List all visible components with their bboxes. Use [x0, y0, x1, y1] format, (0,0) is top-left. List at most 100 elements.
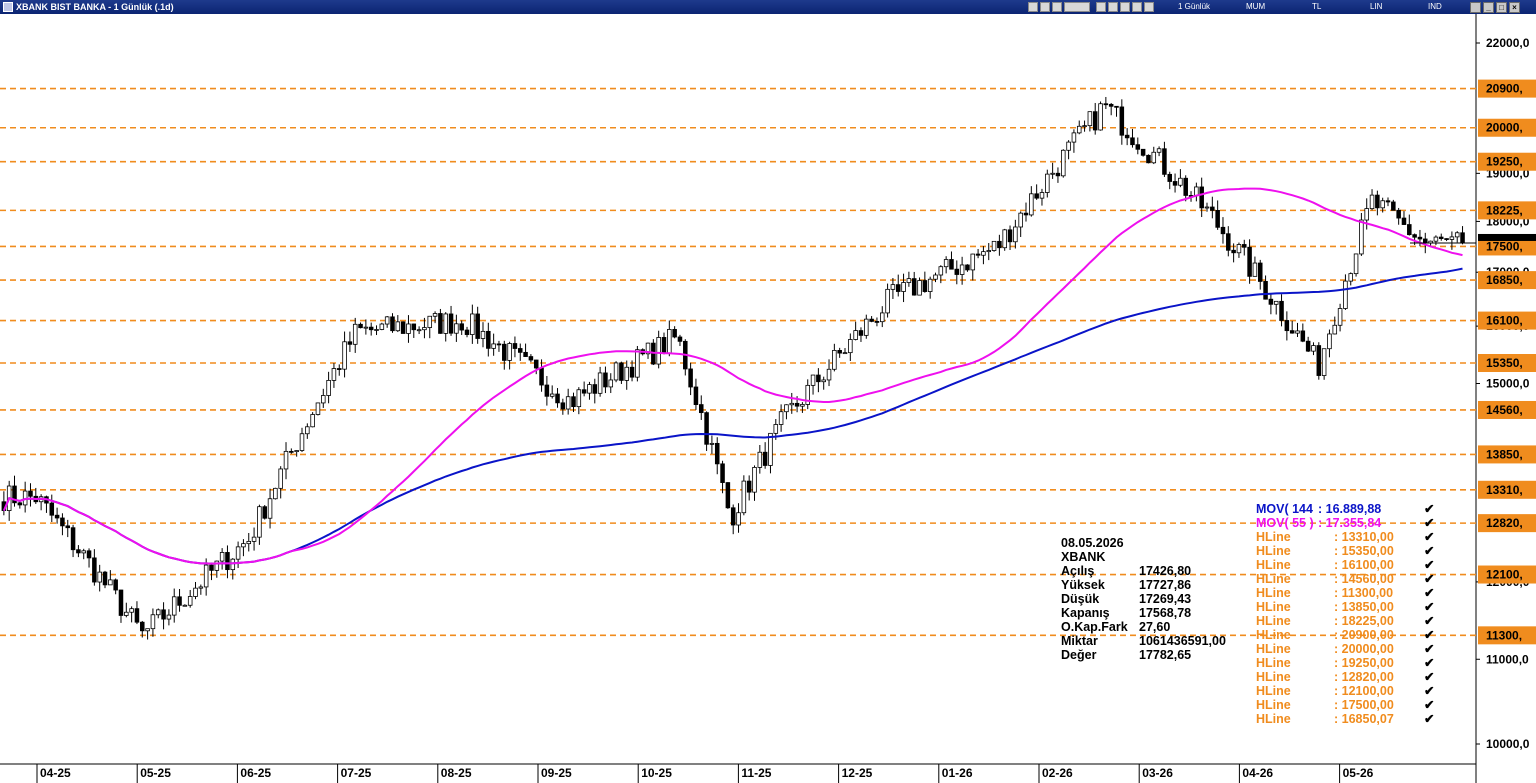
x-tick-label: 02-26 [1042, 766, 1073, 780]
candle-body [278, 468, 283, 489]
pin-icon[interactable] [1470, 2, 1481, 13]
candle-body [294, 450, 299, 453]
settings-icon[interactable] [1144, 2, 1154, 12]
candle-body [1401, 217, 1407, 225]
checkmark-icon[interactable]: ✔ [1424, 586, 1435, 600]
candle-body [102, 571, 108, 586]
candle-body [1061, 149, 1066, 177]
checkmark-icon[interactable]: ✔ [1424, 544, 1435, 558]
candle-body [454, 323, 459, 334]
candle-body [576, 389, 582, 408]
candle-body [1316, 345, 1322, 376]
candle-body [539, 367, 544, 386]
minimize-button[interactable]: _ [1483, 2, 1494, 13]
checkmark-icon[interactable]: ✔ [1424, 670, 1435, 684]
candle-body [704, 412, 709, 445]
legend-value: : 14560,00 [1334, 572, 1394, 586]
hline-label: 15350, [1486, 356, 1523, 370]
candle-body [1327, 333, 1332, 350]
template-icon[interactable] [1096, 2, 1106, 12]
candle-body [549, 393, 555, 397]
candle-body [768, 432, 773, 466]
compare-icon[interactable] [1108, 2, 1118, 12]
checkmark-icon[interactable]: ✔ [1424, 698, 1435, 712]
price-chart[interactable]: 22000,019000,018000,017000,016000,015000… [0, 14, 1536, 783]
candle-body [624, 366, 629, 381]
candle-body [943, 259, 949, 268]
checkmark-icon[interactable]: ✔ [1424, 642, 1435, 656]
candle-body [693, 386, 699, 405]
checkmark-icon[interactable]: ✔ [1424, 516, 1435, 530]
info-symbol: XBANK [1061, 550, 1106, 564]
candle-body [315, 402, 321, 415]
candle-body [597, 372, 603, 394]
indicator-label[interactable]: IND [1428, 2, 1442, 11]
legend-name: HLine [1256, 712, 1291, 726]
candle-body [1076, 125, 1082, 134]
legend-value: : 16100,00 [1334, 558, 1394, 572]
candle-body [1247, 246, 1252, 277]
info-row: Değer 17782,65 [1061, 648, 1191, 662]
candle-body [390, 316, 395, 332]
candle-body [246, 540, 252, 545]
hline-label-bg [1478, 152, 1536, 171]
checkmark-icon[interactable]: ✔ [1424, 684, 1435, 698]
checkmark-icon[interactable]: ✔ [1424, 600, 1435, 614]
checkmark-icon[interactable]: ✔ [1424, 614, 1435, 628]
candle-body [826, 368, 832, 381]
info-label: Miktar [1061, 634, 1098, 648]
candle-body [1353, 253, 1359, 275]
candle-body [1002, 229, 1007, 249]
checkmark-icon[interactable]: ✔ [1424, 656, 1435, 670]
x-tick-label: 12-25 [842, 766, 873, 780]
candle-body [464, 329, 470, 335]
period-selector-icon[interactable] [1064, 2, 1090, 12]
candle-body [1359, 219, 1364, 255]
candle-body [698, 404, 704, 414]
close-button[interactable]: × [1509, 2, 1520, 13]
candle-body [358, 323, 363, 329]
hline-label: 18225, [1486, 203, 1523, 217]
candle-body [816, 374, 821, 383]
maximize-button[interactable]: □ [1496, 2, 1507, 13]
chart-style-label[interactable]: MUM [1246, 2, 1266, 11]
legend-name: MOV( 144 [1256, 502, 1313, 516]
period-label[interactable]: 1 Günlük [1178, 2, 1211, 11]
candle-body [1332, 324, 1338, 335]
candle-body [848, 339, 853, 354]
candle-body [1124, 134, 1130, 139]
candle-body [523, 351, 528, 357]
candle-body [853, 330, 858, 340]
checkmark-icon[interactable]: ✔ [1424, 530, 1435, 544]
candle-body [480, 330, 486, 339]
candle-body [1215, 209, 1220, 228]
checkmark-icon[interactable]: ✔ [1424, 502, 1435, 516]
candle-body [592, 384, 598, 394]
candle-body [762, 451, 768, 466]
candle-body [1039, 192, 1045, 199]
legend-value: : 19250,00 [1334, 656, 1394, 670]
candle-body [1460, 232, 1465, 244]
draw-icon[interactable] [1040, 2, 1050, 12]
info-label: Açılış [1061, 564, 1095, 578]
info-label: O.Kap.Fark [1061, 620, 1128, 634]
legend-value: : 12100,00 [1334, 684, 1394, 698]
candle-body [741, 480, 747, 514]
legend-name: HLine [1256, 544, 1291, 558]
scale-label[interactable]: LIN [1370, 2, 1383, 11]
candle-body [97, 571, 102, 583]
zoom-in-icon[interactable] [1120, 2, 1130, 12]
candle-body [86, 550, 92, 559]
checkmark-icon[interactable]: ✔ [1424, 628, 1435, 642]
currency-label[interactable]: TL [1312, 2, 1322, 11]
checkmark-icon[interactable]: ✔ [1424, 572, 1435, 586]
checkmark-icon[interactable]: ✔ [1424, 712, 1435, 726]
candle-body [656, 337, 661, 365]
checkmark-icon[interactable]: ✔ [1424, 558, 1435, 572]
candle-body [1194, 186, 1199, 196]
candle-body [1045, 173, 1050, 193]
edit-icon[interactable] [1052, 2, 1062, 12]
candle-body [603, 372, 608, 388]
chart-type-icon[interactable] [1028, 2, 1038, 12]
zoom-out-icon[interactable] [1132, 2, 1142, 12]
